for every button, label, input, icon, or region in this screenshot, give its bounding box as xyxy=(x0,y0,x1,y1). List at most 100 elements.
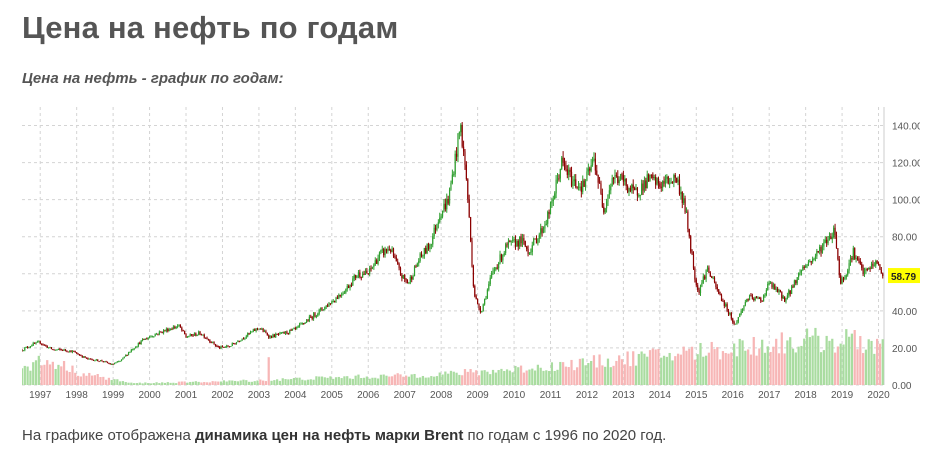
candle-body xyxy=(746,299,748,302)
candle-body xyxy=(401,275,403,279)
candle-body xyxy=(113,363,116,365)
candle-body xyxy=(150,336,152,338)
volume-bar xyxy=(519,365,523,385)
candle-body xyxy=(399,267,402,276)
volume-bar xyxy=(570,359,573,385)
candle-body xyxy=(646,174,648,189)
volume-bar xyxy=(99,377,102,385)
candle-body xyxy=(791,286,793,294)
volume-bar xyxy=(803,338,806,385)
candle-body xyxy=(697,285,699,290)
candle-body xyxy=(638,195,640,197)
candle-body xyxy=(840,275,842,284)
candle-body xyxy=(429,245,431,249)
candle-body xyxy=(856,257,859,259)
volume-bar xyxy=(133,383,136,385)
candle-body xyxy=(234,343,236,345)
candle-body xyxy=(618,179,620,183)
candle-body xyxy=(586,171,588,181)
volume-bar xyxy=(334,377,338,385)
candle-body xyxy=(632,184,634,189)
volume-bar xyxy=(688,348,691,385)
candle-body xyxy=(189,334,191,337)
candle-body xyxy=(503,252,505,255)
candle-body xyxy=(655,176,657,185)
candle-body xyxy=(356,275,358,278)
candle-body xyxy=(97,359,99,362)
x-tick-label: 2013 xyxy=(612,390,635,401)
candle-body xyxy=(625,178,627,187)
candle-body xyxy=(28,347,30,349)
candle-body xyxy=(88,358,90,360)
candle-body xyxy=(596,170,598,175)
volume-bar xyxy=(329,376,332,385)
candle-body xyxy=(440,216,442,218)
candle-body xyxy=(587,168,589,172)
y-tick-label: 0.00 xyxy=(892,381,912,392)
candle-body xyxy=(608,190,610,195)
candle-body xyxy=(127,352,130,356)
candle-body xyxy=(468,199,470,218)
volume-bar xyxy=(32,362,35,385)
x-tick-label: 2000 xyxy=(138,390,161,401)
candle-body xyxy=(510,240,512,242)
volume-bar xyxy=(676,353,680,385)
volume-bar xyxy=(452,371,455,385)
candle-body xyxy=(212,341,214,343)
candle-body xyxy=(516,240,518,247)
volume-bar xyxy=(845,329,848,385)
candle-body xyxy=(143,338,145,340)
volume-bar xyxy=(214,381,217,385)
candle-body xyxy=(660,186,662,188)
candle-body xyxy=(376,260,378,264)
candle-body xyxy=(683,198,685,203)
volume-bar xyxy=(685,350,688,385)
volume-bar xyxy=(797,346,800,385)
candle-body xyxy=(67,351,69,353)
volume-bar xyxy=(365,376,368,385)
x-tick-label: 1998 xyxy=(66,390,89,401)
candle-body xyxy=(727,310,730,315)
candle-body xyxy=(310,316,312,318)
candle-body xyxy=(157,333,159,335)
volume-bar xyxy=(421,375,425,385)
volume-bar xyxy=(856,349,859,385)
volume-bar xyxy=(85,375,88,385)
candle-body xyxy=(590,165,592,171)
candle-body xyxy=(523,238,525,241)
volume-bar xyxy=(419,377,422,385)
candle-body xyxy=(60,349,62,351)
candle-body xyxy=(303,323,305,325)
candle-body xyxy=(872,263,874,266)
candle-body xyxy=(43,344,46,346)
volume-bar xyxy=(752,336,755,385)
candle-body xyxy=(140,340,142,345)
candle-body xyxy=(230,346,232,348)
volume-bar xyxy=(598,354,601,385)
candle-body xyxy=(186,336,189,338)
volume-bar xyxy=(309,379,312,385)
candle-body xyxy=(674,175,676,178)
volume-bar xyxy=(68,371,71,385)
candle-body xyxy=(174,326,176,328)
candle-body xyxy=(282,332,284,334)
x-tick-label: 2005 xyxy=(321,390,344,401)
volume-bar xyxy=(427,377,430,385)
candle-body xyxy=(348,286,350,289)
candle-body xyxy=(102,361,104,363)
volume-bar xyxy=(817,335,820,385)
volume-bar xyxy=(264,381,268,385)
volume-bar xyxy=(191,381,195,385)
volume-bar xyxy=(533,370,537,385)
candle-body xyxy=(258,328,260,330)
candle-body xyxy=(155,333,158,335)
candle-body xyxy=(472,266,474,286)
candle-body xyxy=(219,346,221,349)
candle-body xyxy=(228,346,231,348)
candle-body xyxy=(544,225,546,229)
candle-body xyxy=(291,328,294,330)
candle-body xyxy=(772,284,774,288)
volume-bar xyxy=(247,381,251,385)
candle-body xyxy=(317,313,319,316)
candle-body xyxy=(685,211,688,213)
